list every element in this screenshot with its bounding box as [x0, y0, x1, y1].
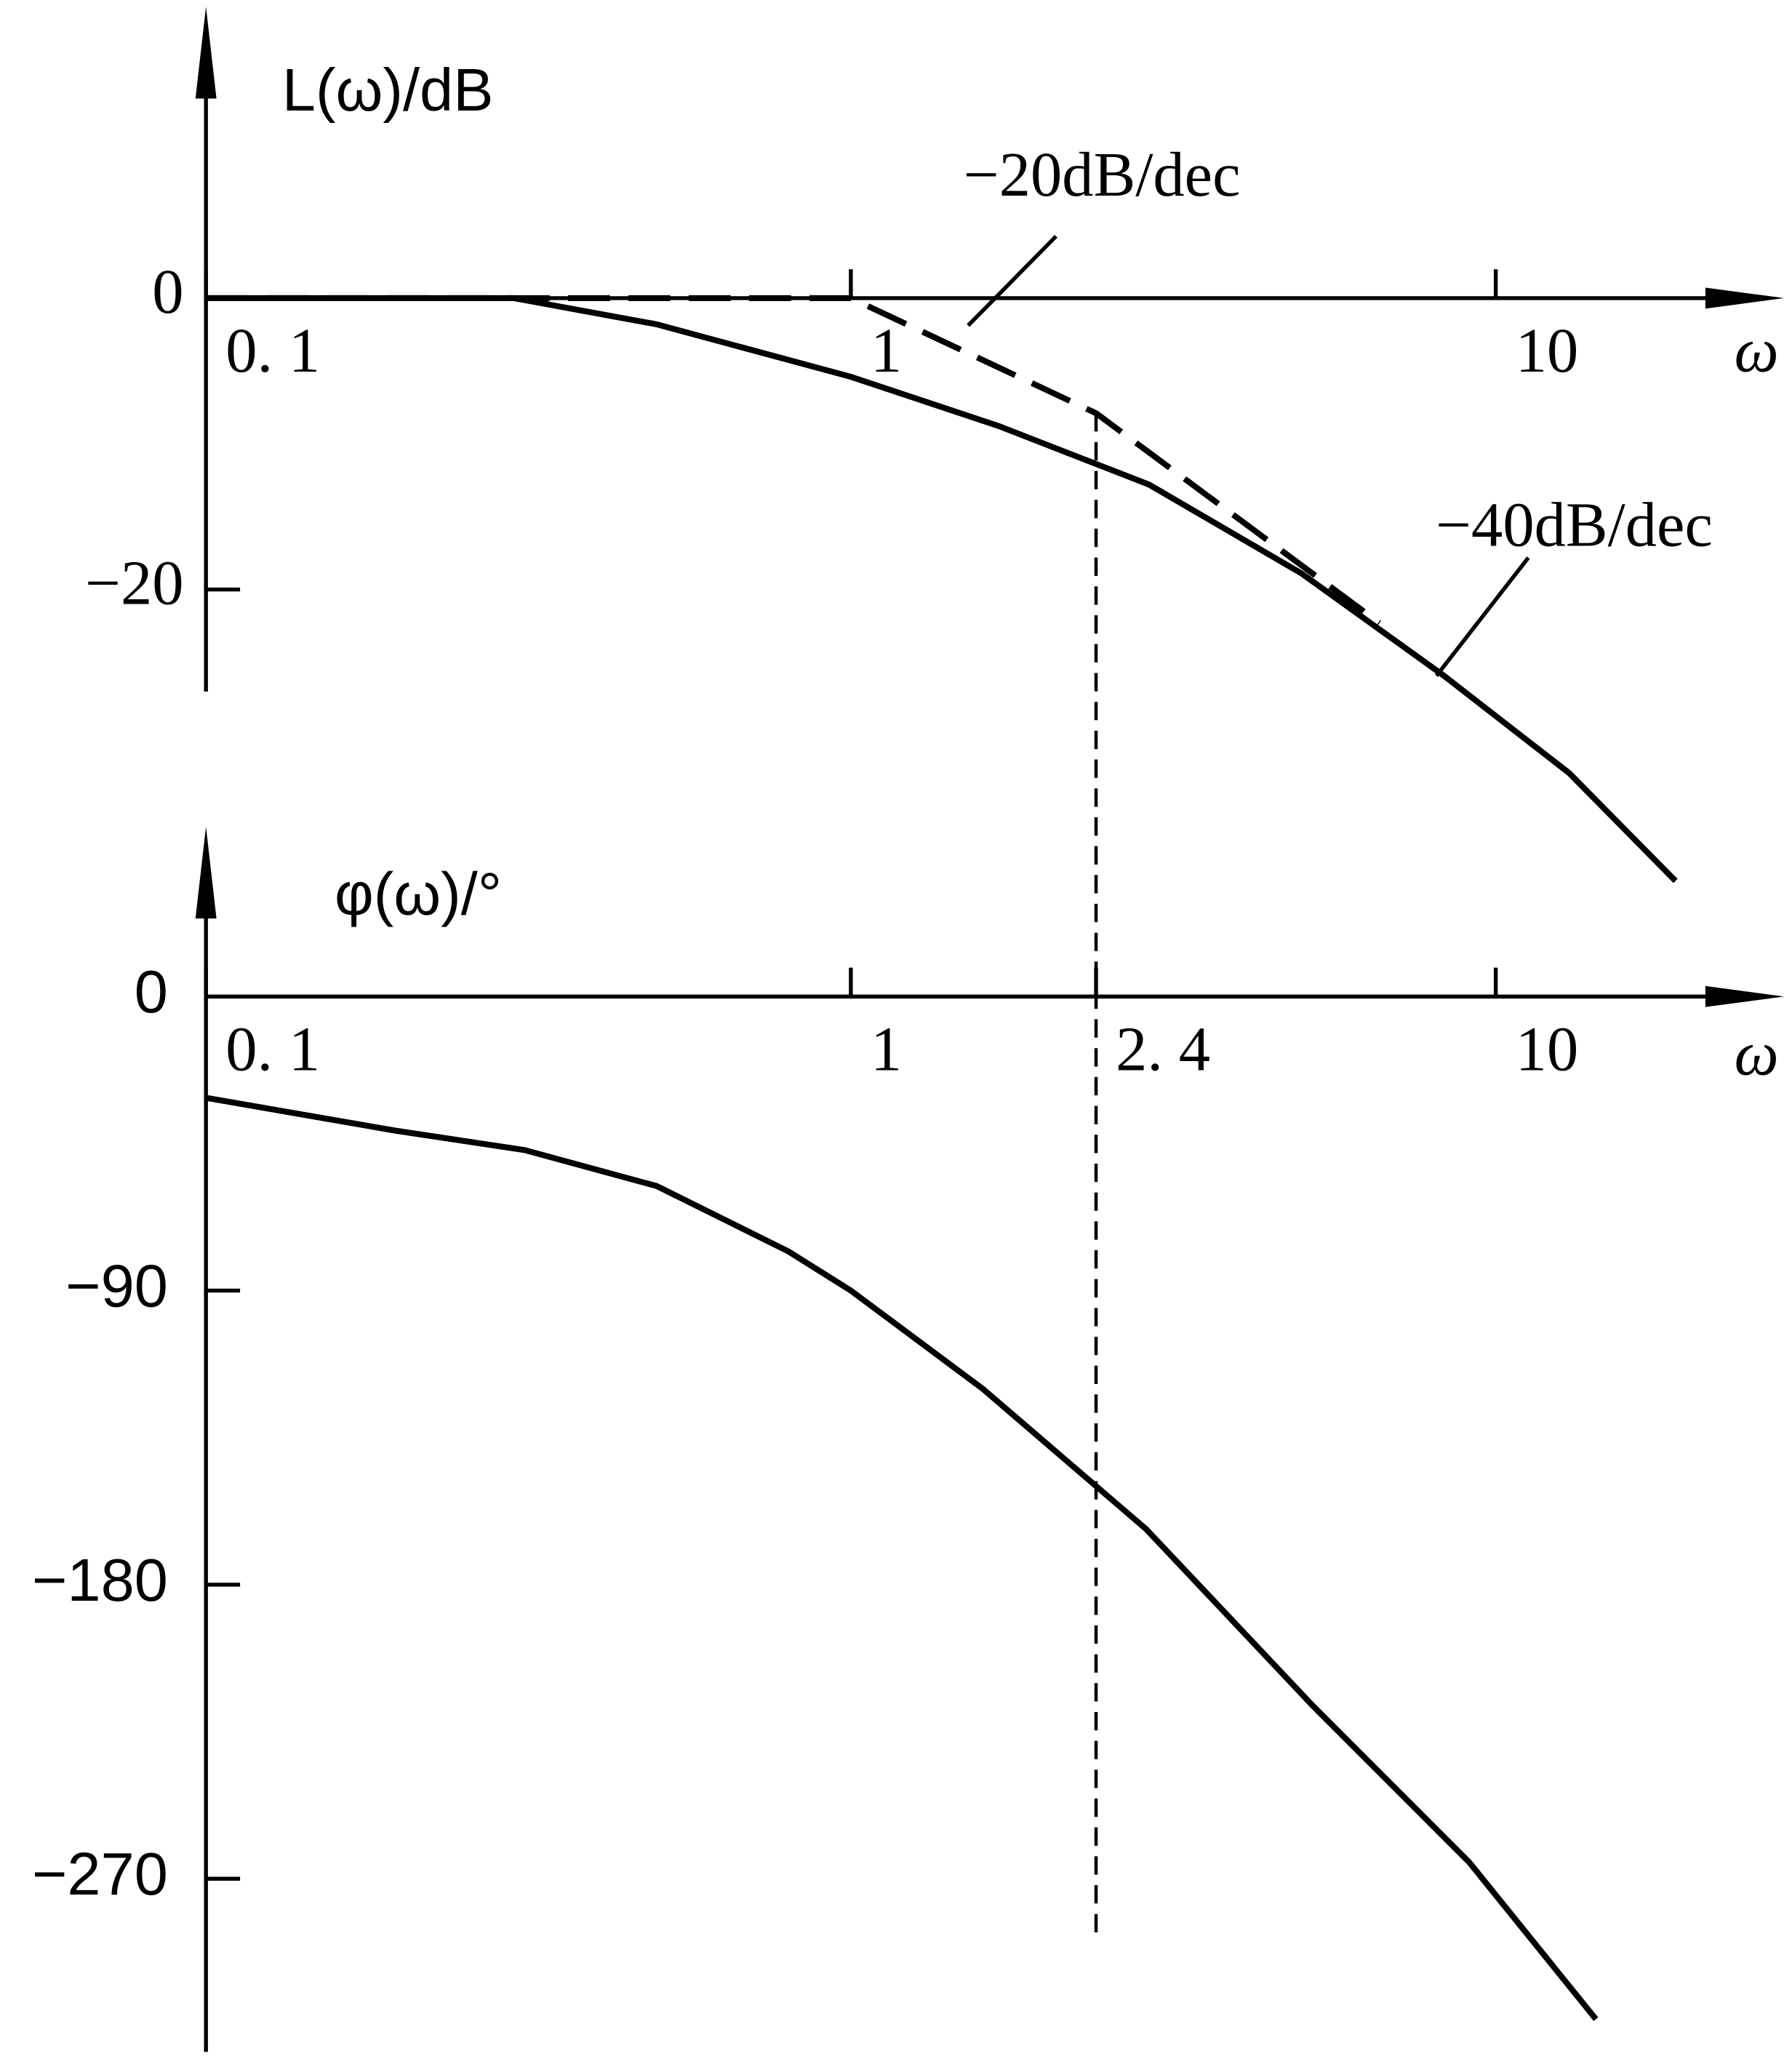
- y-axis-arrow: [195, 826, 217, 919]
- y-tick-label: 0: [135, 958, 168, 1025]
- annotation-leader: [1435, 556, 1530, 677]
- y-tick-label: −270: [32, 1840, 168, 1908]
- y-tick-label: −180: [32, 1546, 168, 1614]
- x-tick-label: 1: [871, 1014, 902, 1084]
- x-tick-label: 0. 1: [225, 1014, 320, 1084]
- x-tick-label: 0. 1: [225, 316, 320, 385]
- y-tick-label: −90: [65, 1252, 168, 1319]
- x-axis-arrow: [1705, 985, 1785, 1007]
- y-axis-label: φ(ω)/°: [335, 860, 502, 928]
- y-axis-label: L(ω)/dB: [282, 56, 494, 124]
- x-axis-label: ω: [1735, 316, 1779, 385]
- annotation-leader: [967, 235, 1057, 327]
- annotation: −20dB/dec: [964, 140, 1241, 209]
- x-tick-label: 10: [1516, 1014, 1579, 1084]
- asymptote-line: [206, 295, 1382, 625]
- y-axis-arrow: [195, 7, 217, 99]
- y-tick-label: −20: [85, 548, 183, 617]
- x-tick-label: 2. 4: [1116, 1014, 1210, 1084]
- x-axis-label: ω: [1735, 1019, 1779, 1089]
- y-tick-label: 0: [152, 257, 183, 327]
- response-curve: [206, 295, 1678, 884]
- x-tick-label: 1: [871, 316, 902, 385]
- x-tick-label: 10: [1516, 316, 1579, 385]
- response-curve: [205, 1095, 1599, 2021]
- x-axis-arrow: [1705, 287, 1785, 309]
- annotation: −40dB/dec: [1436, 490, 1713, 560]
